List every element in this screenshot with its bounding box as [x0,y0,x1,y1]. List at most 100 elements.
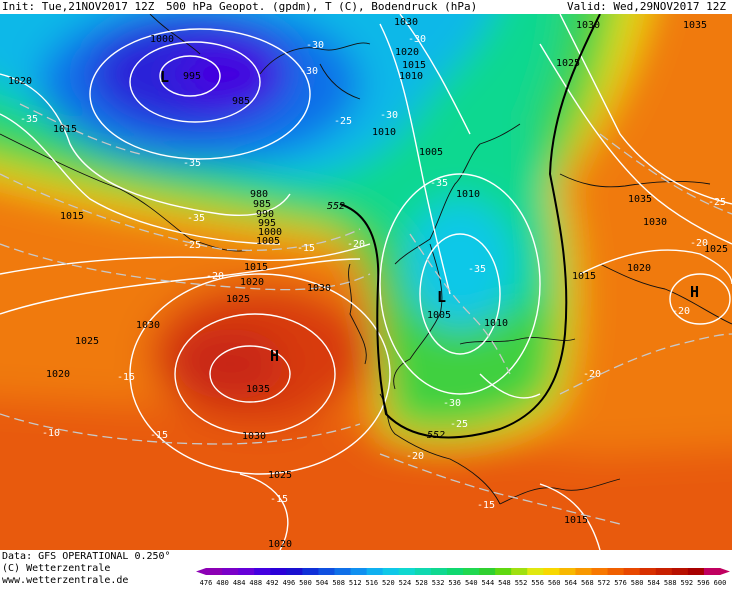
scale-tick-label: 596 [697,579,710,587]
pressure-label: 1025 [704,244,728,255]
pressure-label: 995 [183,71,201,82]
pressure-label: 1010 [399,71,423,82]
scale-swatch [527,568,544,575]
scale-swatch [703,568,721,575]
temperature-label: -35 [187,213,205,224]
copyright: (C) Wetterzentrale [2,563,111,574]
scale-tick-label: 588 [664,579,677,587]
pressure-label: 1015 [572,271,596,282]
scale-tick-label: 556 [531,579,544,587]
scale-swatch [382,568,400,575]
pressure-label: 985 [232,96,250,107]
scale-swatch [623,568,641,575]
temperature-label: -25 [450,419,468,430]
scale-tick-label: 524 [399,579,412,587]
scale-tick-label: 576 [614,579,627,587]
scale-tick-label: 528 [415,579,428,587]
temperature-label: -25 [183,240,201,251]
pressure-label: 1005 [419,147,443,158]
scale-swatch [463,568,480,575]
color-scale: 476 480 484 488 492 496 500 504 508 512 516 520 524 5… [196,568,730,587]
temperature-label: -20 [206,271,224,282]
scale-tick-label: 480 [216,579,229,587]
temperature-label: -20 [583,369,601,380]
pressure-label: 1010 [484,318,508,329]
scale-swatch [286,568,303,575]
temperature-labels: -35 -30 -35 -35 -30 -25 -25 -20 -15 -20 … [20,34,726,511]
scale-swatch [238,568,255,575]
scale-tick-label: 504 [316,579,329,587]
scale-tick-label: 540 [465,579,478,587]
pressure-label: 1025 [556,58,580,69]
scale-tick-label: 476 [200,579,213,587]
scale-swatch [318,568,335,575]
pressure-label: 1015 [564,515,588,526]
scale-swatch [222,568,239,575]
pressure-label: 1035 [246,384,270,395]
map-canvas: 1000 995 985 1020 1015 980 985 990 995 1… [0,14,732,550]
pressure-labels: 1000 995 985 1020 1015 980 985 990 995 1… [8,17,728,550]
scale-tick-label: 580 [631,579,644,587]
pressure-label: 1025 [226,294,250,305]
temperature-label: -20 [406,451,424,462]
low-pressure-center: L [437,288,446,306]
color-scale-legend: 476 480 484 488 492 496 500 504 508 512 516 520 524 5… [196,566,730,587]
scale-swatch [446,568,464,575]
pressure-label: 1015 [244,262,268,273]
geopotential-label: 552 [427,430,445,441]
pressure-label: 1030 [242,431,266,442]
scale-swatch [543,568,560,575]
temperature-label: -15 [297,243,315,254]
geopotential-552-line [339,14,601,439]
scale-tick-label: 496 [283,579,296,587]
scale-tick-label: 536 [448,579,461,587]
scale-swatch [350,568,368,575]
temperature-label: -20 [347,239,365,250]
pressure-label: 1035 [628,194,652,205]
coastlines [0,14,732,505]
chart-header: Init: Tue,21NOV2017 12Z 500 hPa Geopot. … [0,0,732,14]
pressure-label: 980 [250,189,268,200]
temperature-label: -15 [270,494,288,505]
scale-swatch [655,568,673,575]
pressure-label: 1030 [576,20,600,31]
pressure-label: 1020 [627,263,651,274]
temperature-label: -30 [306,40,324,51]
high-pressure-center: H [270,347,279,365]
pressure-label: 1030 [394,17,418,28]
scale-tick-label: 544 [482,579,495,587]
pressure-label: 1035 [683,20,707,31]
pressure-label: 995 [258,218,276,229]
pressure-label: 1000 [150,34,174,45]
scale-swatch [687,568,705,575]
pressure-label: 1020 [268,539,292,550]
pressure-label: 1020 [46,369,70,380]
pressure-label: 1020 [8,76,32,87]
scale-tick-label: 516 [365,579,378,587]
pressure-label: 990 [256,209,274,220]
scale-swatch [639,568,657,575]
geopotential-field [0,14,732,550]
scale-swatch [607,568,625,575]
pressure-label: 1015 [53,124,77,135]
valid-time: Valid: Wed,29NOV2017 12Z [567,0,726,13]
scale-swatch [414,568,432,575]
temperature-label: -20 [690,238,708,249]
pressure-label: 1000 [258,227,282,238]
temperature-label: -25 [708,197,726,208]
pressure-label: 1020 [395,47,419,58]
pressure-label: 1020 [240,277,264,288]
init-time: Init: Tue,21NOV2017 12Z [2,0,155,13]
scale-tick-label: 564 [564,579,577,587]
pressure-centers: L H L H [160,68,699,365]
scale-tick-label: 520 [382,579,395,587]
scale-swatch [302,568,319,575]
scale-swatch [270,568,287,575]
temperature-label: -10 [42,428,60,439]
isobars [0,14,732,550]
pressure-label: 1010 [372,127,396,138]
pressure-label: 1025 [75,336,99,347]
temperature-label: -35 [20,114,38,125]
temperature-label: -15 [117,372,135,383]
chart-title: 500 hPa Geopot. (gpdm), T (C), Bodendruc… [166,0,478,13]
